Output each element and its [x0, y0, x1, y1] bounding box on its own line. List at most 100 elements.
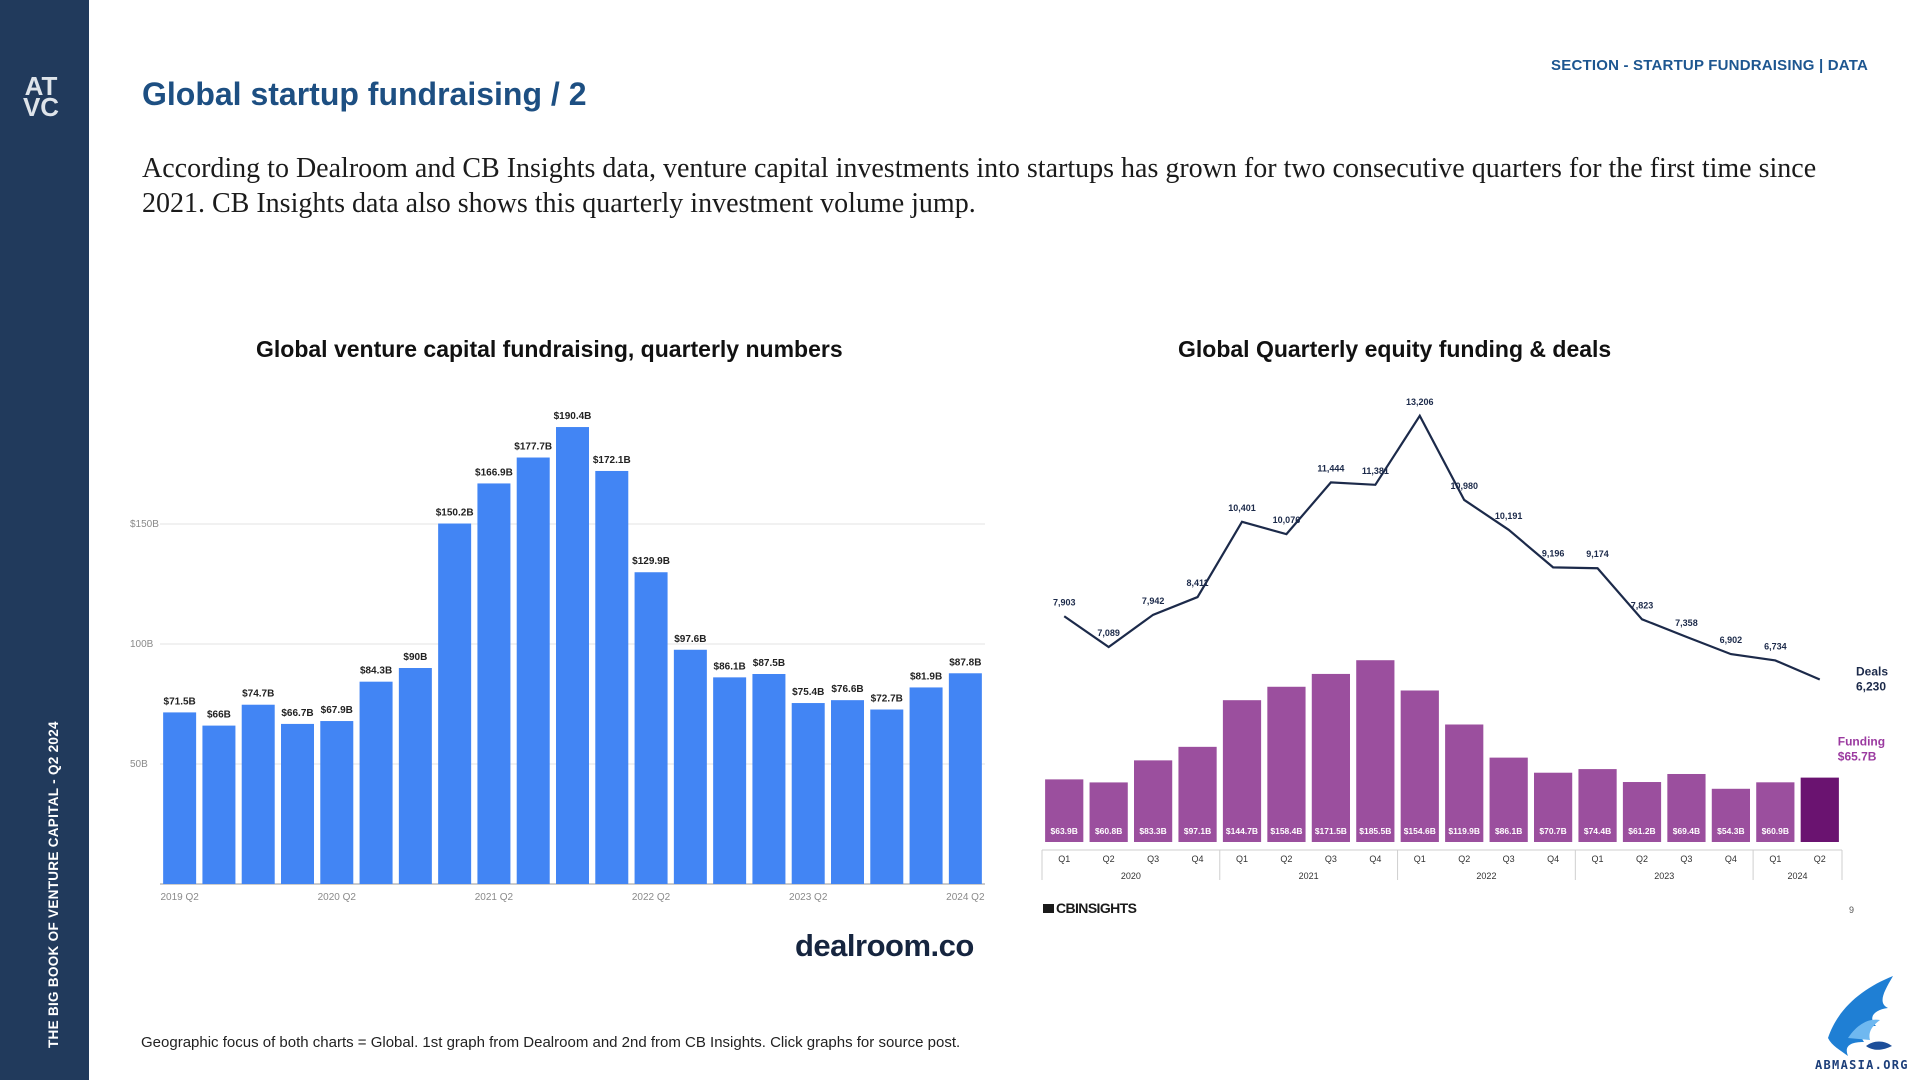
bar-value-label: $60.8B	[1095, 826, 1122, 836]
bar-value-label: $76.6B	[831, 684, 863, 695]
bar-value-label: $185.5B	[1359, 826, 1391, 836]
bar-value-label: $81.9B	[910, 671, 942, 682]
bar-value-label: $90B	[403, 652, 427, 663]
deals-value-label: 9,196	[1542, 548, 1565, 558]
bar-value-label: $129.9B	[632, 556, 670, 567]
quarter-label: Q2	[1103, 854, 1115, 864]
bar	[477, 483, 511, 884]
bar-value-label: $61.2B	[1628, 826, 1655, 836]
x-tick-label: 2020 Q2	[318, 892, 357, 903]
deals-value-label: 10,980	[1450, 481, 1478, 491]
year-label: 2024	[1788, 871, 1808, 881]
footnote: Geographic focus of both charts = Global…	[141, 1034, 961, 1051]
x-tick-label: 2023 Q2	[789, 892, 828, 903]
section-label: SECTION - STARTUP FUNDRAISING | DATA	[1551, 57, 1868, 74]
quarter-label: Q3	[1147, 854, 1159, 864]
bar-value-label: $60.9B	[1762, 826, 1789, 836]
quarter-label: Q2	[1458, 854, 1470, 864]
quarter-label: Q1	[1058, 854, 1070, 864]
bar-value-label: $86.1B	[714, 661, 746, 672]
bar-value-label: $72.7B	[871, 694, 903, 705]
bar	[909, 687, 943, 884]
deals-value-label: 6,902	[1720, 635, 1743, 645]
x-tick-label: 2022 Q2	[632, 892, 671, 903]
intro-paragraph: According to Dealroom and CB Insights da…	[142, 153, 1817, 219]
quarter-label: Q1	[1769, 854, 1781, 864]
bar-value-label: $83.3B	[1139, 826, 1166, 836]
bar	[1667, 773, 1706, 842]
bar-value-label: $177.7B	[514, 442, 552, 453]
deals-value-label: 13,206	[1406, 397, 1434, 407]
deals-value-label: 6,734	[1764, 641, 1787, 651]
quarter-label: Q1	[1414, 854, 1426, 864]
bar	[870, 709, 904, 884]
bar	[1578, 769, 1617, 842]
quarter-label: Q4	[1725, 854, 1737, 864]
x-tick-label: 2024 Q2	[946, 892, 985, 903]
bar	[556, 427, 589, 884]
bar-value-label: $87.5B	[753, 658, 785, 669]
bar	[1267, 686, 1306, 842]
bar	[163, 712, 197, 884]
quarter-label: Q4	[1547, 854, 1559, 864]
bar	[1222, 700, 1262, 842]
bar-value-label: $84.3B	[360, 666, 392, 677]
bar	[1089, 782, 1128, 842]
deals-value-label: 10,076	[1273, 515, 1301, 525]
bar	[1800, 777, 1839, 842]
bar	[281, 723, 314, 884]
bar-value-label: $67.9B	[321, 705, 353, 716]
cb-chart-title: Global Quarterly equity funding & deals	[1178, 336, 1612, 362]
bar	[1622, 782, 1662, 842]
bar	[359, 681, 393, 884]
deals-value-label: 11,444	[1317, 463, 1344, 473]
bar	[1534, 772, 1573, 842]
quarter-label: Q4	[1192, 854, 1204, 864]
quarter-label: Q1	[1236, 854, 1248, 864]
bar	[595, 470, 629, 884]
abm-eagle-logo	[1828, 976, 1893, 1056]
atvc-logo: AT VC	[22, 71, 60, 122]
quarter-label: Q2	[1280, 854, 1292, 864]
bar-value-label: $97.1B	[1184, 826, 1211, 836]
bar-value-label: $86.1B	[1495, 826, 1522, 836]
bar-value-label: $74.7B	[242, 689, 274, 700]
bar	[438, 523, 472, 884]
bar-value-label: $166.9B	[475, 467, 513, 478]
cb-page-number: 9	[1849, 905, 1855, 915]
quarter-label: Q4	[1369, 854, 1381, 864]
deals-value-label: 7,823	[1631, 600, 1654, 610]
deals-value-label: 10,191	[1495, 511, 1523, 521]
quarter-label: Q2	[1636, 854, 1648, 864]
year-label: 2022	[1476, 871, 1496, 881]
bar-value-label: $63.9B	[1051, 826, 1078, 836]
deals-value-label: 7,903	[1053, 597, 1076, 607]
bar-value-label: $75.4B	[792, 687, 824, 698]
deals-value-label: 7,089	[1097, 628, 1120, 638]
bar-value-label: $172.1B	[593, 455, 631, 466]
y-tick-label: 50B	[130, 759, 148, 770]
deals-value-label: 9,174	[1586, 549, 1609, 559]
dealroom-chart-title: Global venture capital fundraising, quar…	[256, 336, 843, 362]
bar-value-label: $74.4B	[1584, 826, 1611, 836]
bar-value-label: $87.8B	[949, 657, 981, 668]
bar	[1045, 779, 1084, 842]
bar	[398, 668, 432, 884]
bar	[1711, 788, 1750, 842]
funding-annotation-value: $65.7B	[1838, 750, 1877, 764]
bar	[1400, 690, 1439, 842]
quarter-label: Q1	[1592, 854, 1604, 864]
deals-value-label: 11,381	[1362, 466, 1389, 476]
deals-line	[1063, 413, 1821, 681]
bar-value-label: $150.2B	[436, 508, 474, 519]
funding-annotation-label: Funding	[1838, 735, 1885, 749]
year-label: 2020	[1121, 871, 1141, 881]
bar	[752, 674, 786, 884]
deals-annotation-label: Deals	[1856, 665, 1888, 679]
bar	[1356, 660, 1395, 842]
bar	[516, 457, 550, 884]
bar	[673, 649, 707, 884]
bar-value-label: $171.5B	[1315, 826, 1347, 836]
